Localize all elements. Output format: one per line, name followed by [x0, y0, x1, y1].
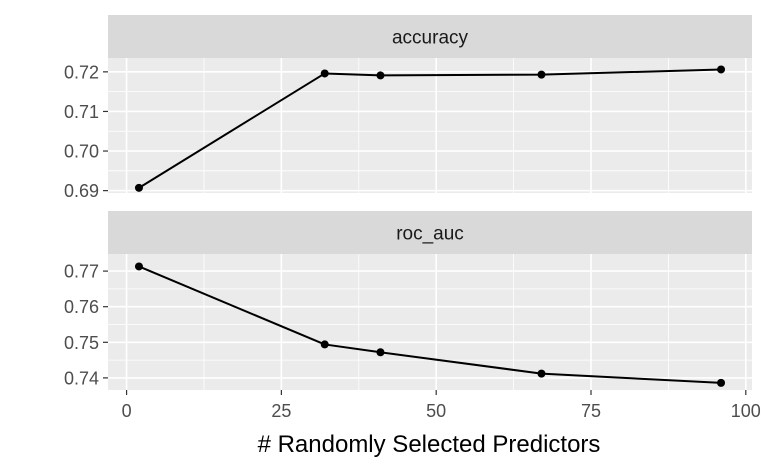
facet-strip [108, 211, 752, 254]
x-tick-label: 75 [581, 401, 601, 421]
x-tick-label: 25 [271, 401, 291, 421]
x-axis-title: # Randomly Selected Predictors [258, 431, 601, 458]
data-point [537, 369, 546, 378]
data-point [320, 340, 329, 349]
x-tick-label: 50 [426, 401, 446, 421]
y-tick-label: 0.70 [64, 142, 99, 162]
x-tick-label: 0 [122, 401, 132, 421]
data-point [134, 262, 143, 271]
facet-strip-label: roc_auc [396, 224, 464, 245]
facet-accuracy: accuracy 0.69 0.70 0.71 0.72 [64, 15, 752, 201]
panel-background [108, 254, 752, 390]
y-tick-label: 0.74 [64, 368, 99, 388]
panel-background [108, 58, 752, 193]
facet-roc_auc: roc_auc 0.74 0.75 0.76 0.77 [64, 211, 752, 390]
data-point [717, 378, 726, 387]
x-axis: 0 25 50 75 100 [122, 390, 761, 421]
x-tick-label: 100 [731, 401, 761, 421]
y-tick-label: 0.72 [64, 62, 99, 82]
facet-panels: accuracy 0.69 0.70 0.71 0.72 roc_auc 0.74 0.75 0… [64, 15, 752, 390]
y-tick-label: 0.76 [64, 297, 99, 317]
facet-strip [108, 15, 752, 58]
data-point [537, 70, 546, 79]
facet-strip-label: accuracy [392, 28, 469, 49]
data-point [320, 69, 329, 78]
y-tick-label: 0.77 [64, 262, 99, 282]
data-point [134, 183, 143, 192]
data-point [376, 348, 385, 357]
y-tick-label: 0.75 [64, 333, 99, 353]
data-point [717, 65, 726, 74]
y-tick-label: 0.71 [64, 102, 99, 122]
data-point [376, 71, 385, 80]
y-tick-label: 0.69 [64, 181, 99, 201]
